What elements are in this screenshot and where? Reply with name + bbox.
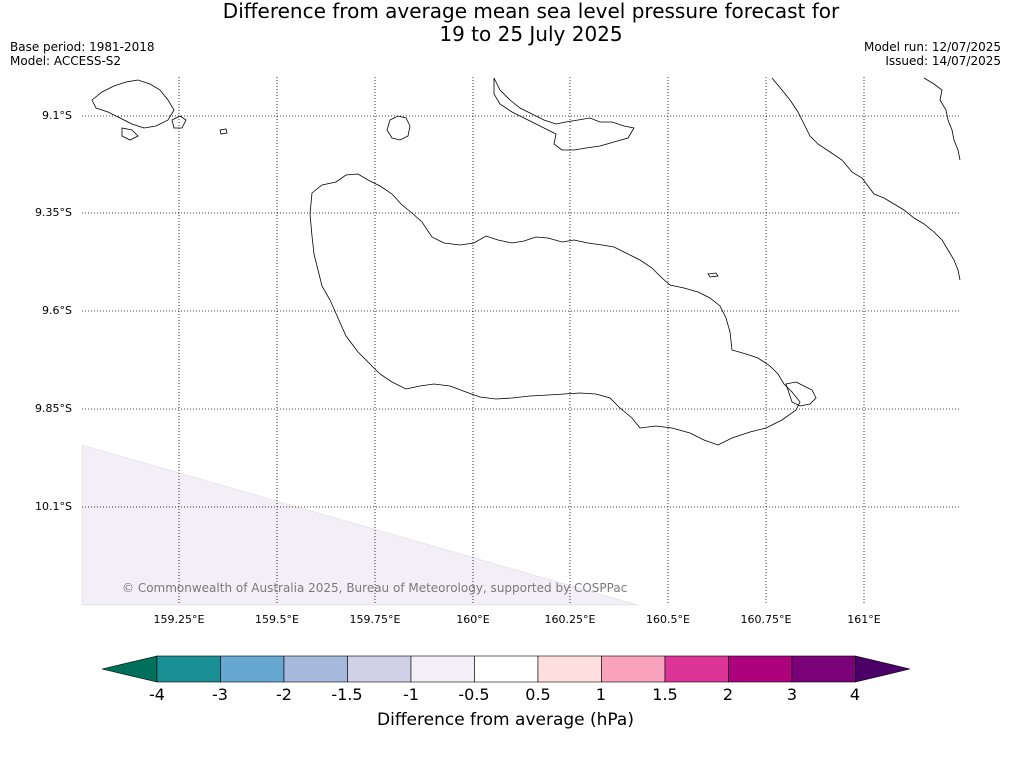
colorbar-swatch	[791, 655, 856, 683]
coastline-eastern-islets	[785, 381, 817, 407]
colorbar-tick-label: 2	[722, 685, 734, 704]
colorbar-tick-label: 4	[849, 685, 861, 704]
coastline-round-islet	[386, 115, 411, 141]
lon-label: 160.5°E	[646, 613, 690, 626]
colorbar-swatch	[283, 655, 348, 683]
colorbar-tick-label: -1	[403, 685, 419, 704]
colorbar-swatch	[664, 655, 729, 683]
colorbar-tick-label: -1.5	[331, 685, 363, 704]
copyright-text: © Commonwealth of Australia 2025, Bureau…	[122, 581, 628, 595]
lat-label: 9.35°S	[35, 206, 72, 219]
colorbar-tick-label: -4	[149, 685, 165, 704]
colorbar-tick-label: -2	[276, 685, 292, 704]
chart-title: Difference from average mean sea level p…	[0, 0, 1011, 46]
colorbar-tick-label: -3	[212, 685, 228, 704]
model-text: Model: ACCESS-S2	[10, 54, 122, 68]
base-period-text: Base period: 1981-2018	[10, 40, 155, 54]
lon-label: 159.75°E	[349, 613, 401, 626]
coastline-malaita-north	[923, 77, 961, 161]
colorbar-over-extension	[855, 655, 911, 683]
lon-label: 160°E	[456, 613, 490, 626]
colorbar-tick-label: 3	[786, 685, 798, 704]
colorbar-swatch	[347, 655, 412, 683]
colorbar-swatch	[728, 655, 793, 683]
lat-label: 9.6°S	[42, 304, 72, 317]
colorbar-under-extension	[101, 655, 158, 683]
title-line-2: 19 to 25 July 2025	[439, 22, 623, 46]
coastline-malaita	[771, 77, 961, 281]
lat-label: 10.1°S	[35, 500, 72, 513]
lon-label: 159.5°E	[255, 613, 299, 626]
colorbar-swatch	[220, 655, 285, 683]
colorbar-title: Difference from average (hPa)	[377, 710, 634, 730]
lat-label: 9.85°S	[35, 402, 72, 415]
lon-label: 159.25°E	[153, 613, 205, 626]
lon-label: 160.75°E	[740, 613, 792, 626]
coastline-northwest-islet-b	[171, 115, 187, 129]
title-line-1: Difference from average mean sea level p…	[222, 0, 840, 23]
coastline-nggela-islands	[493, 77, 635, 151]
model-run-text: Model run: 12/07/2025	[863, 40, 1001, 54]
shaded-band	[81, 444, 639, 606]
meta-left: Base period: 1981-2018 Model: ACCESS-S2	[10, 40, 155, 68]
colorbar-tick-label: 1.5	[652, 685, 678, 704]
coastline-small-island	[707, 272, 719, 278]
lat-label: 9.1°S	[42, 109, 72, 122]
coastline-main-island	[309, 173, 801, 446]
colorbar-swatch	[537, 655, 602, 683]
coastline-northwest-islands	[91, 79, 175, 129]
colorbar-swatch	[410, 655, 475, 683]
coastline-northwest-islet-c	[219, 128, 228, 135]
colorbar-swatch	[601, 655, 666, 683]
coastlines	[91, 77, 961, 446]
colorbar-tick-label: 1	[595, 685, 607, 704]
lon-label: 161°E	[847, 613, 881, 626]
lon-label: 160.25°E	[544, 613, 596, 626]
gridlines	[82, 77, 960, 605]
colorbar	[101, 655, 911, 683]
colorbar-tick-label: 0.5	[525, 685, 551, 704]
colorbar-swatch	[474, 655, 539, 683]
meta-right: Model run: 12/07/2025 Issued: 14/07/2025	[864, 40, 1001, 68]
colorbar-tick-label: -0.5	[458, 685, 490, 704]
coastline-northwest-islet-a	[121, 127, 139, 141]
colorbar-swatch	[156, 655, 221, 683]
issued-text: Issued: 14/07/2025	[885, 54, 1001, 68]
